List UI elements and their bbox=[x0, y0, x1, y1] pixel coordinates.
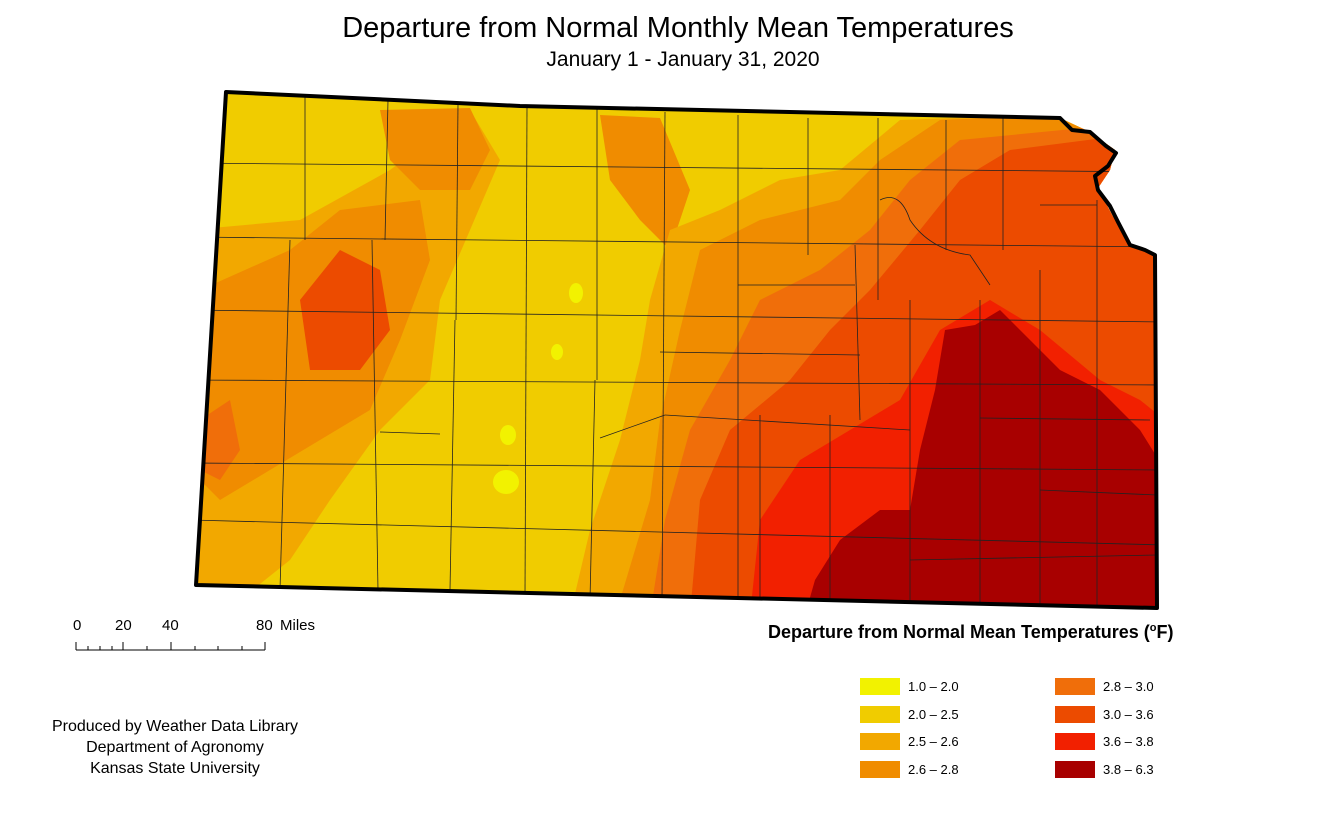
county-boundaries bbox=[196, 95, 1157, 608]
credits-line: Produced by Weather Data Library bbox=[51, 718, 299, 735]
zone-west-3.0-3.6 bbox=[300, 250, 390, 370]
legend-item: 2.8 – 3.0 bbox=[1055, 677, 1154, 695]
legend-label: 3.6 – 3.8 bbox=[1103, 733, 1154, 749]
legend-item: 1.0 – 2.0 bbox=[860, 677, 959, 695]
legend-swatch bbox=[1055, 705, 1095, 723]
legend-label: 2.0 – 2.5 bbox=[908, 706, 959, 722]
legend-swatch bbox=[860, 705, 900, 723]
legend-label: 3.0 – 3.6 bbox=[1103, 706, 1154, 722]
zone-southeast-3.8-6.3 bbox=[805, 310, 1157, 608]
scale-tick-label: 0 bbox=[73, 617, 82, 634]
map-title: Departure from Normal Monthly Mean Tempe… bbox=[342, 12, 1014, 44]
legend-title: Departure from Normal Mean Temperatures … bbox=[768, 622, 1174, 642]
zone-spot-1.0-2.0 bbox=[493, 470, 519, 494]
zone-spot-1.0-2.0 bbox=[551, 344, 563, 360]
zone-north-2.6-2.8 bbox=[380, 108, 490, 190]
map-subtitle: January 1 - January 31, 2020 bbox=[546, 48, 820, 71]
legend-swatch bbox=[1055, 760, 1095, 778]
legend-swatch bbox=[860, 677, 900, 695]
legend-item: 2.0 – 2.5 bbox=[860, 705, 959, 723]
legend-label: 2.8 – 3.0 bbox=[1103, 678, 1154, 694]
scale-bar-labels: 0 20 40 80 Miles bbox=[60, 617, 340, 637]
legend-swatch bbox=[860, 732, 900, 750]
legend-swatch bbox=[1055, 732, 1095, 750]
credits-line: Department of Agronomy bbox=[86, 739, 264, 756]
kansas-state-outline bbox=[194, 90, 1159, 610]
legend-item: 2.5 – 2.6 bbox=[860, 732, 959, 750]
zone-west-edge-2.8-3.0 bbox=[200, 400, 240, 480]
scale-tick-label: 20 bbox=[115, 617, 132, 634]
scale-tick-label: 80 bbox=[256, 617, 273, 634]
legend-label: 3.8 – 6.3 bbox=[1103, 761, 1154, 777]
scale-bar bbox=[75, 642, 266, 651]
credits-block: Produced by Weather Data Library Departm… bbox=[20, 716, 330, 779]
legend-swatch bbox=[860, 760, 900, 778]
scale-unit-label: Miles bbox=[280, 617, 316, 634]
zone-spot-1.0-2.0 bbox=[569, 283, 583, 303]
zone-central-2.6-2.8 bbox=[600, 115, 690, 250]
legend-swatch bbox=[1055, 677, 1095, 695]
temperature-zones bbox=[196, 92, 1157, 608]
legend-item: 3.6 – 3.8 bbox=[1055, 732, 1154, 750]
legend-item: 3.8 – 6.3 bbox=[1055, 760, 1154, 778]
legend-item: 2.6 – 2.8 bbox=[860, 760, 959, 778]
legend-label: 2.6 – 2.8 bbox=[908, 761, 959, 777]
legend-item: 3.0 – 3.6 bbox=[1055, 705, 1154, 723]
zone-spot-1.0-2.0 bbox=[500, 425, 516, 445]
legend-label: 2.5 – 2.6 bbox=[908, 733, 959, 749]
scale-tick-label: 40 bbox=[162, 617, 179, 634]
credits-line: Kansas State University bbox=[90, 760, 260, 777]
legend-label: 1.0 – 2.0 bbox=[908, 678, 959, 694]
